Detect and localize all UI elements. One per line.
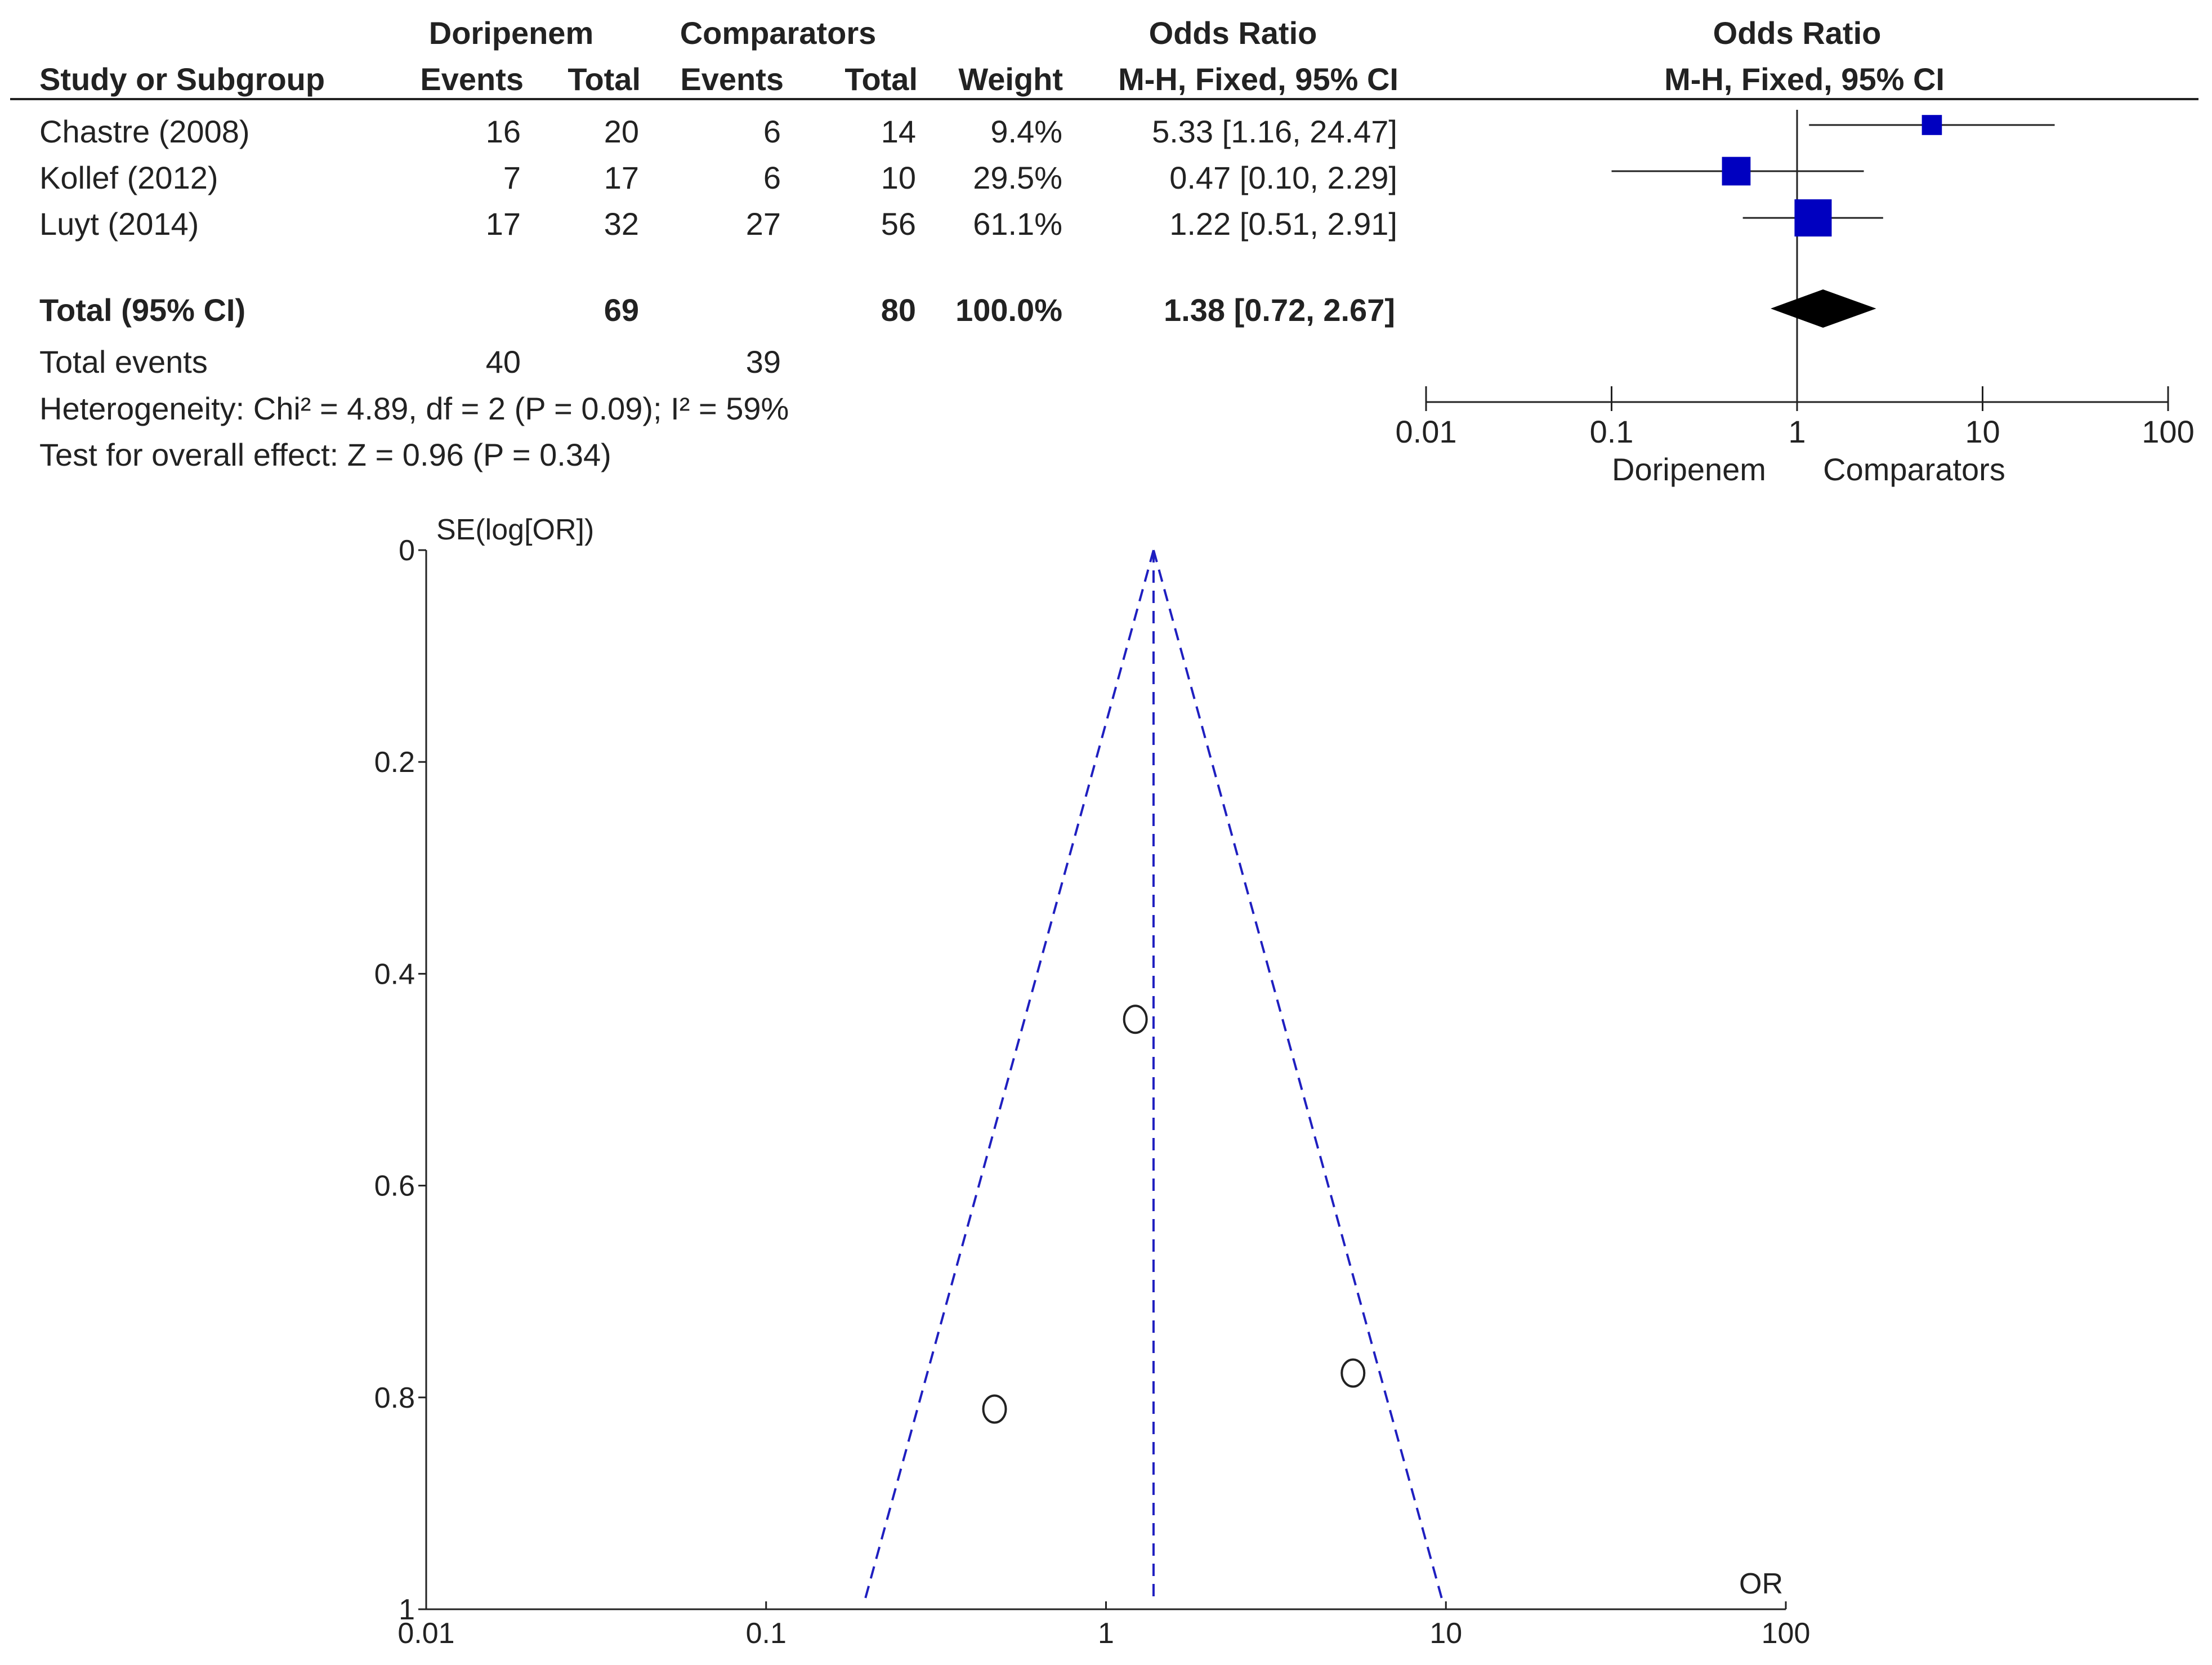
study-or-ci: 1.22 [0.51, 2.91] xyxy=(1169,206,1397,242)
study-name: Chastre (2008) xyxy=(39,114,250,149)
study-or-ci: 5.33 [1.16, 24.47] xyxy=(1152,114,1397,149)
plot-title: Odds Ratio xyxy=(1713,15,1882,51)
study-square xyxy=(1722,157,1751,186)
funnel-x-tick-label: 100 xyxy=(1762,1617,1811,1650)
funnel-points xyxy=(982,1005,1366,1424)
table-row: Kollef (2012) 7 17 6 10 29.5% 0.47 [0.10… xyxy=(39,160,1397,195)
study-name: Luyt (2014) xyxy=(39,206,199,242)
total-events-row: Total events 40 39 xyxy=(39,344,781,380)
study-total1: 20 xyxy=(604,114,639,149)
events2-header: Events xyxy=(680,61,784,97)
forest-tick-label: 0.01 xyxy=(1396,414,1457,449)
funnel-x-tick-label: 0.1 xyxy=(746,1617,787,1650)
forest-tick-label: 100 xyxy=(2142,414,2194,449)
study-events1: 17 xyxy=(486,206,521,242)
funnel-y-ticks: 0 0.2 0.4 0.6 0.8 1 xyxy=(374,534,426,1626)
forest-tick-label: 10 xyxy=(1965,414,2000,449)
study-total1: 17 xyxy=(604,160,639,195)
funnel-y-label: SE(log[OR]) xyxy=(436,514,594,546)
funnel-y-tick-label: 0 xyxy=(399,534,415,567)
total-row: Total (95% CI) 69 80 100.0% 1.38 [0.72, … xyxy=(39,292,1395,328)
forest-marks xyxy=(1611,115,2055,328)
or-column-subheader: M-H, Fixed, 95% CI xyxy=(1118,61,1398,97)
funnel-right-limit xyxy=(1152,550,1444,1603)
forest-table-header: Doripenem Comparators Odds Ratio Odds Ra… xyxy=(39,15,1945,97)
study-events2: 6 xyxy=(763,114,781,149)
funnel-x-tick-label: 0.01 xyxy=(397,1617,454,1650)
forest-tick-label: 1 xyxy=(1788,414,1806,449)
favours-right-label: Comparators xyxy=(1823,452,2005,487)
total-events1: 40 xyxy=(486,344,521,380)
study-or-ci: 0.47 [0.10, 2.29] xyxy=(1169,160,1397,195)
study-total2: 10 xyxy=(881,160,916,195)
total-label: Total (95% CI) xyxy=(39,292,245,328)
study-square xyxy=(1794,199,1832,237)
or-column-header: Odds Ratio xyxy=(1149,15,1317,51)
funnel-point xyxy=(1340,1358,1366,1388)
funnel-guide-lines xyxy=(863,550,1444,1603)
funnel-x-tick-label: 1 xyxy=(1098,1617,1114,1650)
forest-tick-label: 0.1 xyxy=(1590,414,1634,449)
total-events-label: Total events xyxy=(39,344,208,380)
weight-header: Weight xyxy=(958,61,1063,97)
total-total1: 69 xyxy=(604,292,639,328)
total-weight: 100.0% xyxy=(955,292,1062,328)
funnel-x-ticks: 0.01 0.1 1 10 100 xyxy=(397,1601,1810,1650)
funnel-y-tick-label: 0.4 xyxy=(374,958,415,990)
funnel-point xyxy=(982,1394,1007,1424)
funnel-left-limit xyxy=(863,550,1155,1603)
group1-header: Doripenem xyxy=(429,15,594,51)
total-total2: 80 xyxy=(881,292,916,328)
forest-rows: Chastre (2008) 16 20 6 14 9.4% 5.33 [1.1… xyxy=(39,114,1397,472)
study-events1: 16 xyxy=(486,114,521,149)
forest-axis-ticks: 0.01 0.1 1 10 100 xyxy=(1396,386,2195,449)
total1-header: Total xyxy=(567,61,641,97)
forest-plot: 0.01 0.1 1 10 100 Doripenem Comparators xyxy=(1396,110,2195,487)
study-column-header: Study or Subgroup xyxy=(39,61,325,97)
heterogeneity-text: Heterogeneity: Chi² = 4.89, df = 2 (P = … xyxy=(39,391,789,426)
total2-header: Total xyxy=(844,61,918,97)
favours-left-label: Doripenem xyxy=(1612,452,1766,487)
study-events1: 7 xyxy=(503,160,521,195)
overall-effect-text: Test for overall effect: Z = 0.96 (P = 0… xyxy=(39,437,611,472)
study-total2: 14 xyxy=(881,114,916,149)
funnel-point xyxy=(1123,1005,1148,1034)
study-events2: 6 xyxy=(763,160,781,195)
total-or-ci: 1.38 [0.72, 2.67] xyxy=(1164,292,1395,328)
study-events2: 27 xyxy=(746,206,781,242)
funnel-x-label: OR xyxy=(1739,1568,1783,1600)
study-total2: 56 xyxy=(881,206,916,242)
funnel-y-tick-label: 0.8 xyxy=(374,1382,415,1414)
group2-header: Comparators xyxy=(680,15,877,51)
study-name: Kollef (2012) xyxy=(39,160,218,195)
study-weight: 61.1% xyxy=(973,206,1062,242)
table-row: Luyt (2014) 17 32 27 56 61.1% 1.22 [0.51… xyxy=(39,206,1397,242)
funnel-y-tick-label: 0.6 xyxy=(374,1170,415,1203)
plot-subtitle: M-H, Fixed, 95% CI xyxy=(1664,61,1945,97)
funnel-plot: 0 0.2 0.4 0.6 0.8 1 0.01 0.1 1 10 100 SE(log[OR])… xyxy=(374,514,1811,1650)
study-total1: 32 xyxy=(604,206,639,242)
study-weight: 29.5% xyxy=(973,160,1062,195)
events1-header: Events xyxy=(420,61,524,97)
study-square xyxy=(1921,115,1942,135)
pooled-diamond xyxy=(1770,289,1876,328)
funnel-x-tick-label: 10 xyxy=(1429,1617,1462,1650)
funnel-y-tick-label: 0.2 xyxy=(374,746,415,779)
table-row: Chastre (2008) 16 20 6 14 9.4% 5.33 [1.1… xyxy=(39,114,1397,149)
funnel-y-tick-label: 1 xyxy=(399,1593,415,1626)
total-events2: 39 xyxy=(746,344,781,380)
study-weight: 9.4% xyxy=(990,114,1062,149)
